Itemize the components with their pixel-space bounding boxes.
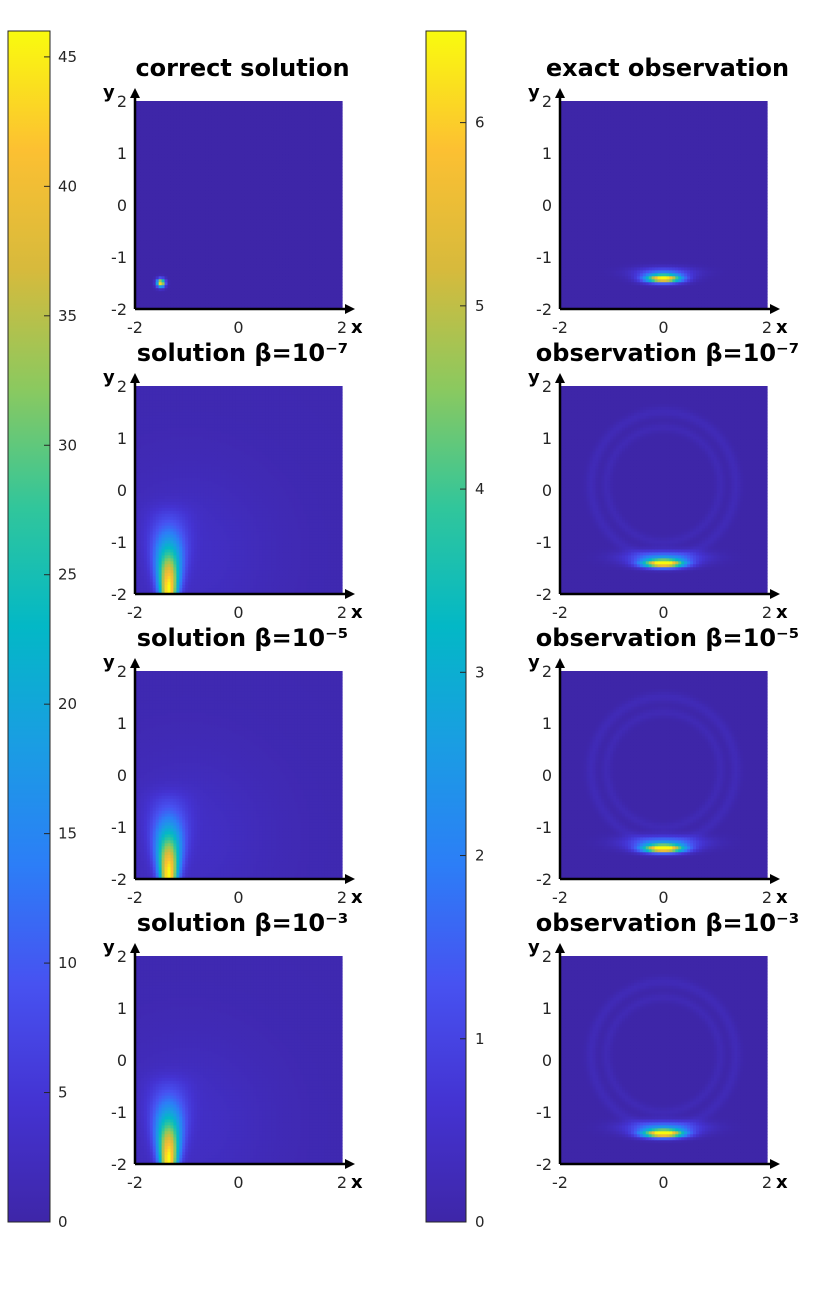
- colorbar-tick-label: 35: [58, 307, 77, 325]
- colorbar-tick-label: 0: [475, 1213, 485, 1231]
- colorbar-tick-label: 1: [475, 1030, 485, 1048]
- colorbar-tick-label: 2: [475, 847, 485, 865]
- colorbar-gradient: [8, 31, 50, 1222]
- x-axis-arrow: [345, 304, 355, 314]
- y-axis-label: y: [103, 82, 115, 103]
- heatmap-panel-2: -2 0 2-2-1012xyexact observation: [528, 54, 789, 338]
- y-tick-label: -1: [111, 248, 127, 267]
- colorbar-tick-label: 6: [475, 114, 485, 132]
- colorbar-tick-label: 0: [58, 1213, 68, 1231]
- y-tick-label: 1: [117, 144, 127, 163]
- colorbar-tick-label: 4: [475, 480, 485, 498]
- x-tick-label: -2: [127, 318, 143, 337]
- observation-colorbar: 0 1 2 3 4 5 6: [426, 31, 485, 1231]
- y-tick-label: 2: [117, 92, 127, 111]
- y-axis-arrow: [130, 88, 140, 98]
- x-tick-label: 2: [337, 318, 347, 337]
- solution-colorbar: 0 5 10 15 20 25 30 35 40 45: [8, 31, 77, 1231]
- colorbar-tick-label: 15: [58, 825, 77, 843]
- x-axis-label: x: [351, 317, 363, 338]
- heatmap-image: [135, 101, 343, 310]
- colorbar-tick-label: 20: [58, 695, 77, 713]
- colorbar-tick-label: 5: [58, 1084, 68, 1102]
- y-tick-label: -2: [111, 300, 127, 319]
- x-tick-label: 0: [233, 318, 243, 337]
- colorbar-tick-label: 3: [475, 663, 485, 681]
- y-tick-label: 0: [117, 196, 127, 215]
- colorbar-tick-label: 10: [58, 954, 77, 972]
- colorbar-tick-label: 45: [58, 48, 77, 66]
- colorbar-tick-label: 40: [58, 177, 77, 195]
- colorbar-tick-label: 5: [475, 297, 485, 315]
- heatmap-image: [560, 101, 768, 310]
- colorbar-tick-label: 25: [58, 566, 77, 584]
- colorbar-gradient: [426, 31, 466, 1222]
- colorbar-tick-label: 30: [58, 436, 77, 454]
- panel-title: correct solution: [135, 54, 349, 82]
